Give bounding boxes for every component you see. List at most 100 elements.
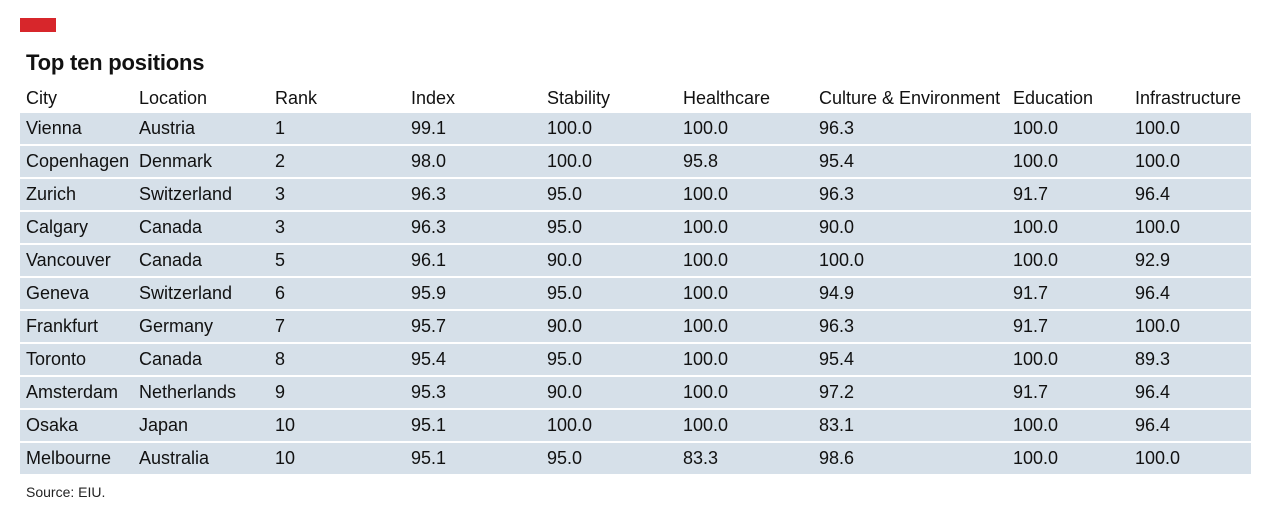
table-cell: 100.0 — [1007, 212, 1129, 245]
table-cell: 91.7 — [1007, 377, 1129, 410]
table-row: Toronto Canada 8 95.4 95.0 100.0 95.4 100.0 89.3 — [20, 344, 1251, 377]
table-cell: 96.3 — [813, 179, 1007, 212]
table-cell: Copenhagen — [20, 146, 133, 179]
table-cell: Canada — [133, 344, 269, 377]
table-cell: 100.0 — [1129, 311, 1251, 344]
table-cell: 89.3 — [1129, 344, 1251, 377]
table-cell: 100.0 — [541, 146, 677, 179]
chart-title: Top ten positions — [26, 50, 205, 75]
table-cell: 100.0 — [677, 212, 813, 245]
table-cell: 95.0 — [541, 443, 677, 476]
table-cell: 95.0 — [541, 212, 677, 245]
table-cell: Vienna — [20, 113, 133, 146]
header-row: City Location Rank Index Stability Healthcare… — [20, 83, 1251, 113]
table-cell: Geneva — [20, 278, 133, 311]
column-header: Index — [411, 87, 456, 108]
table-cell: 90.0 — [541, 245, 677, 278]
table-cell: Vancouver — [20, 245, 133, 278]
table-cell: 10 — [269, 410, 405, 443]
table-row: Amsterdam Netherlands 9 95.3 90.0 100.0 97.2 91… — [20, 377, 1251, 410]
table-cell: Canada — [133, 212, 269, 245]
table-cell: 96.4 — [1129, 278, 1251, 311]
table-cell: 91.7 — [1007, 179, 1129, 212]
table-cell: 94.9 — [813, 278, 1007, 311]
table-cell: 100.0 — [541, 410, 677, 443]
table-row: Osaka Japan 10 95.1 100.0 100.0 83.1 100.0 96.4 — [20, 410, 1251, 443]
table-cell: Melbourne — [20, 443, 133, 476]
table-cell: 96.3 — [813, 311, 1007, 344]
table-cell: Canada — [133, 245, 269, 278]
table-row: Vienna Austria 1 99.1 100.0 100.0 96.3 100.0 100… — [20, 113, 1251, 146]
table-cell: 96.4 — [1129, 179, 1251, 212]
table-cell: Switzerland — [133, 278, 269, 311]
column-header: Healthcare — [683, 87, 771, 108]
column-header: City — [26, 87, 57, 108]
table-cell: 83.3 — [677, 443, 813, 476]
table-cell: 98.6 — [813, 443, 1007, 476]
table-cell: 95.1 — [405, 410, 541, 443]
table-cell: 96.3 — [813, 113, 1007, 146]
table-cell: Amsterdam — [20, 377, 133, 410]
table-cell: 98.0 — [405, 146, 541, 179]
table-cell: 95.9 — [405, 278, 541, 311]
table-row: Geneva Switzerland 6 95.9 95.0 100.0 94.9 91.7 9… — [20, 278, 1251, 311]
table-cell: 100.0 — [677, 344, 813, 377]
table-cell: 100.0 — [1007, 245, 1129, 278]
table-cell: 3 — [269, 212, 405, 245]
table-cell: 100.0 — [677, 377, 813, 410]
table-cell: 8 — [269, 344, 405, 377]
table-cell: Frankfurt — [20, 311, 133, 344]
table-cell: Switzerland — [133, 179, 269, 212]
table-cell: 96.3 — [405, 212, 541, 245]
table-cell: 96.1 — [405, 245, 541, 278]
table-cell: Osaka — [20, 410, 133, 443]
table-cell: 100.0 — [677, 179, 813, 212]
table-cell: 95.0 — [541, 179, 677, 212]
table-cell: 95.0 — [541, 278, 677, 311]
table-cell: 100.0 — [677, 410, 813, 443]
table-cell: 95.4 — [813, 146, 1007, 179]
table-cell: 100.0 — [1007, 410, 1129, 443]
table-cell: 95.4 — [405, 344, 541, 377]
rankings-table: City Location Rank Index Stability Healthcare… — [20, 83, 1251, 476]
table-cell: 96.4 — [1129, 377, 1251, 410]
table-cell: 90.0 — [541, 377, 677, 410]
table-cell: 100.0 — [677, 113, 813, 146]
table-row: Vancouver Canada 5 96.1 90.0 100.0 100.0 100.0 9… — [20, 245, 1251, 278]
table-cell: 96.4 — [1129, 410, 1251, 443]
table-cell: 100.0 — [1007, 443, 1129, 476]
source-note: Source: EIU. — [26, 484, 106, 500]
table-cell: Austria — [133, 113, 269, 146]
table-cell: 95.7 — [405, 311, 541, 344]
table-cell: 100.0 — [1129, 113, 1251, 146]
table-cell: 91.7 — [1007, 311, 1129, 344]
column-header: Rank — [275, 87, 318, 108]
table-cell: 100.0 — [1007, 344, 1129, 377]
table-row: Frankfurt Germany 7 95.7 90.0 100.0 96.3 91.7 10… — [20, 311, 1251, 344]
table-cell: 5 — [269, 245, 405, 278]
table-cell: 95.4 — [813, 344, 1007, 377]
table-cell: 100.0 — [677, 278, 813, 311]
table-row: Zurich Switzerland 3 96.3 95.0 100.0 96.3 91.7 9… — [20, 179, 1251, 212]
table-cell: Netherlands — [133, 377, 269, 410]
column-header: Culture & Environment — [819, 87, 1001, 108]
table-cell: 96.3 — [405, 179, 541, 212]
table-row: Melbourne Australia 10 95.1 95.0 83.3 98.6 100.… — [20, 443, 1251, 476]
table-cell: 10 — [269, 443, 405, 476]
table-cell: 100.0 — [1007, 146, 1129, 179]
table-cell: 95.3 — [405, 377, 541, 410]
table-cell: 9 — [269, 377, 405, 410]
table-cell: 100.0 — [677, 311, 813, 344]
table-cell: 95.1 — [405, 443, 541, 476]
table-cell: 95.0 — [541, 344, 677, 377]
column-header: Stability — [547, 87, 611, 108]
table-cell: 100.0 — [677, 245, 813, 278]
table-cell: 95.8 — [677, 146, 813, 179]
table-cell: 91.7 — [1007, 278, 1129, 311]
table-cell: 3 — [269, 179, 405, 212]
table-cell: 97.2 — [813, 377, 1007, 410]
table-cell: 100.0 — [541, 113, 677, 146]
column-header: Location — [139, 87, 208, 108]
table-row: Copenhagen Denmark 2 98.0 100.0 95.8 95.4 100.0… — [20, 146, 1251, 179]
table-cell: Denmark — [133, 146, 269, 179]
